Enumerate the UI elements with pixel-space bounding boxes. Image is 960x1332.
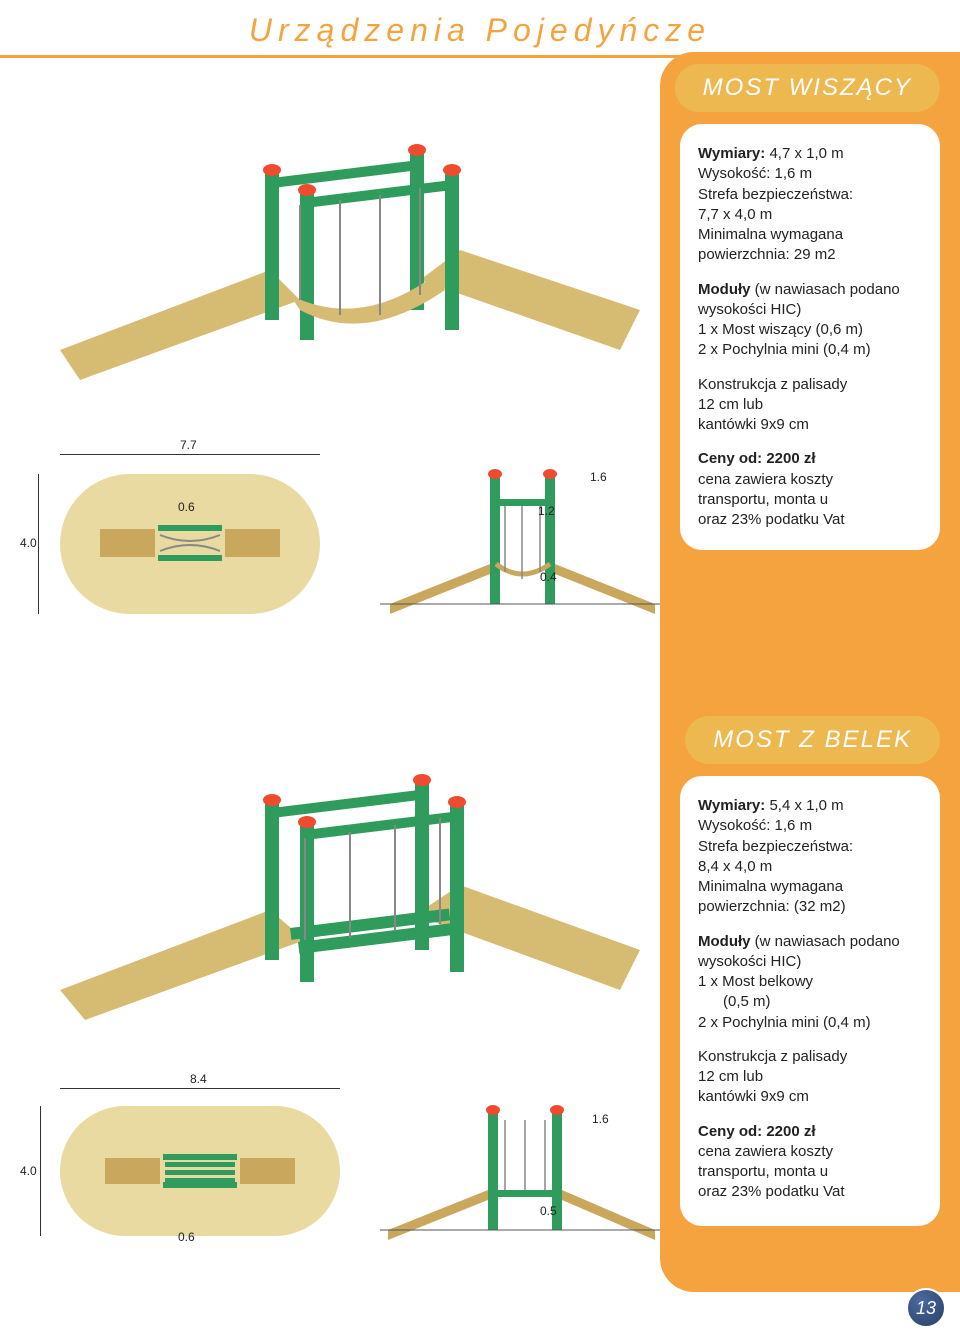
modules-label: Moduły — [698, 933, 751, 950]
modules-label: Moduły — [698, 281, 751, 298]
product-render — [40, 100, 660, 390]
spec-price: Ceny od: 2200 zł cena zawiera koszty tra… — [698, 1122, 922, 1203]
plan-equipment — [100, 519, 280, 569]
elevation-view — [380, 454, 660, 644]
dim-line — [60, 454, 320, 455]
safety-label: Strefa bezpieczeństwa: — [698, 186, 853, 203]
spec-dimensions: Wymiary: 5,4 x 1,0 m Wysokość: 1,6 m Str… — [698, 796, 922, 918]
dim-label: 7.7 — [180, 438, 197, 452]
dim-label: 0.4 — [540, 570, 557, 584]
dim-label: 1.6 — [590, 470, 607, 484]
diagram-row: 7.7 4.0 0.6 1.6 1.2 0.4 — [20, 414, 660, 674]
dims-value: 5,4 x 1,0 m — [769, 797, 843, 814]
dims-label: Wymiary: — [698, 797, 765, 814]
price-line: oraz 23% podatku Vat — [698, 1183, 844, 1200]
dim-line — [60, 1088, 340, 1089]
spec-modules: Moduły (w nawiasach podano wysokości HIC… — [698, 280, 922, 361]
spec-card: Wymiary: 5,4 x 1,0 m Wysokość: 1,6 m Str… — [680, 776, 940, 1226]
minarea-value: powierzchnia: 29 m2 — [698, 246, 836, 263]
construction-line: Konstrukcja z palisady — [698, 376, 847, 393]
spec-modules: Moduły (w nawiasach podano wysokości HIC… — [698, 932, 922, 1033]
plan-equipment — [105, 1148, 295, 1196]
dim-label: 0.5 — [540, 1204, 557, 1218]
spec-dimensions: Wymiary: 4,7 x 1,0 m Wysokość: 1,6 m Str… — [698, 144, 922, 266]
dim-line — [40, 1106, 41, 1236]
module-line: 1 x Most belkowy — [698, 973, 813, 990]
minarea-label: Minimalna wymagana — [698, 226, 843, 243]
price-label: Ceny od: — [698, 450, 762, 467]
spec-card: Wymiary: 4,7 x 1,0 m Wysokość: 1,6 m Str… — [680, 124, 940, 550]
product-render — [40, 730, 660, 1030]
price-value: 2200 zł — [766, 450, 815, 467]
price-line: cena zawiera koszty — [698, 1143, 833, 1160]
price-line: oraz 23% podatku Vat — [698, 511, 844, 528]
product-badge: MOST Z BELEK — [685, 716, 940, 764]
construction-line: Konstrukcja z palisady — [698, 1048, 847, 1065]
height-line: Wysokość: 1,6 m — [698, 817, 812, 834]
dim-line — [38, 474, 39, 614]
dim-label: 1.2 — [538, 504, 555, 518]
module-line: 2 x Pochylnia mini (0,4 m) — [698, 341, 871, 358]
page-number: 13 — [906, 1288, 946, 1328]
dim-label: 8.4 — [190, 1072, 207, 1086]
diagram-row: 8.4 4.0 0.6 1.6 0.5 — [20, 1060, 660, 1280]
dim-label: 4.0 — [20, 1164, 37, 1178]
construction-line: kantówki 9x9 cm — [698, 416, 809, 433]
elevation-view — [380, 1090, 660, 1270]
dims-value: 4,7 x 1,0 m — [769, 145, 843, 162]
dim-label: 4.0 — [20, 536, 37, 550]
spec-construction: Konstrukcja z palisady 12 cm lub kantówk… — [698, 1047, 922, 1108]
page-title: Urządzenia Pojedyńcze — [0, 0, 960, 49]
minarea-label: Minimalna wymagana — [698, 878, 843, 895]
dims-label: Wymiary: — [698, 145, 765, 162]
spec-price: Ceny od: 2200 zł cena zawiera koszty tra… — [698, 449, 922, 530]
construction-line: 12 cm lub — [698, 396, 763, 413]
dim-label: 0.6 — [178, 1230, 195, 1244]
module-line: (0,5 m) — [698, 993, 771, 1010]
price-line: cena zawiera koszty — [698, 471, 833, 488]
height-line: Wysokość: 1,6 m — [698, 165, 812, 182]
dim-label: 1.6 — [592, 1112, 609, 1126]
price-line: transportu, monta u — [698, 1163, 828, 1180]
safety-value: 7,7 x 4,0 m — [698, 206, 772, 223]
spec-construction: Konstrukcja z palisady 12 cm lub kantówk… — [698, 375, 922, 436]
price-line: transportu, monta u — [698, 491, 828, 508]
safety-value: 8,4 x 4,0 m — [698, 858, 772, 875]
price-value: 2200 zł — [766, 1123, 815, 1140]
product-badge: MOST WISZĄCY — [675, 64, 940, 112]
construction-line: kantówki 9x9 cm — [698, 1088, 809, 1105]
module-line: 2 x Pochylnia mini (0,4 m) — [698, 1014, 871, 1031]
construction-line: 12 cm lub — [698, 1068, 763, 1085]
dim-label: 0.6 — [178, 500, 195, 514]
price-label: Ceny od: — [698, 1123, 762, 1140]
footer-url: www.placezabaw.com — [743, 1309, 890, 1326]
safety-label: Strefa bezpieczeństwa: — [698, 838, 853, 855]
minarea-value: powierzchnia: (32 m2) — [698, 898, 846, 915]
module-line: 1 x Most wiszący (0,6 m) — [698, 321, 863, 338]
